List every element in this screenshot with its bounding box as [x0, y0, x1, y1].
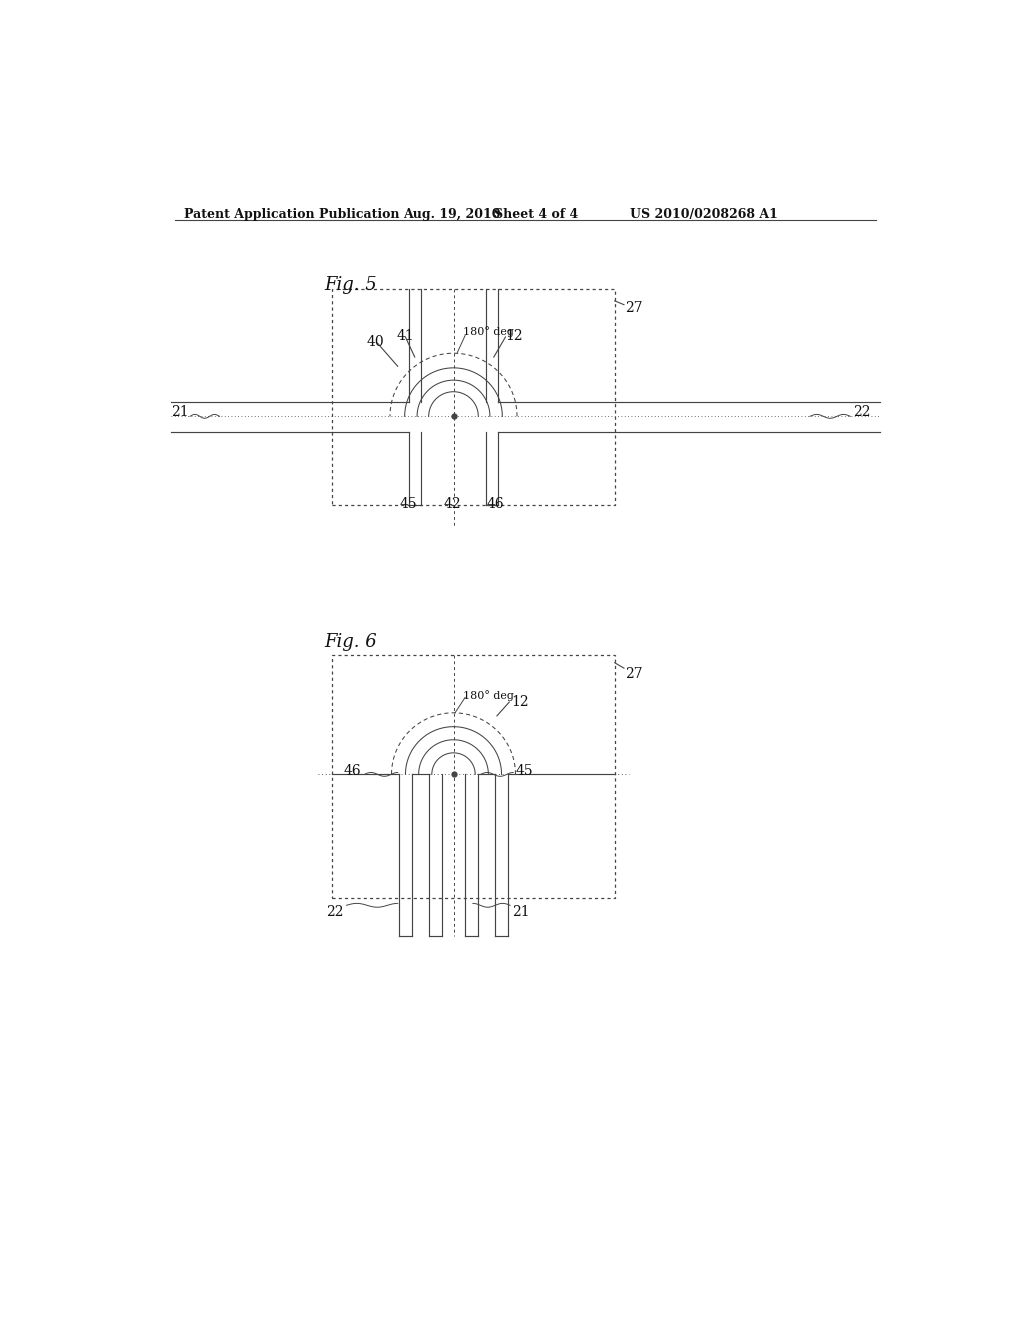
Text: US 2010/0208268 A1: US 2010/0208268 A1 — [630, 209, 778, 222]
Text: Fig. 6: Fig. 6 — [324, 634, 377, 652]
Bar — [332, 289, 614, 506]
Text: 27: 27 — [626, 667, 643, 681]
Text: 12: 12 — [511, 696, 528, 709]
Text: 27: 27 — [626, 301, 643, 315]
Text: Sheet 4 of 4: Sheet 4 of 4 — [494, 209, 579, 222]
Text: 45: 45 — [399, 498, 417, 511]
Text: 12: 12 — [506, 330, 523, 343]
Bar — [332, 655, 614, 898]
Text: 22: 22 — [326, 906, 343, 919]
Text: Patent Application Publication: Patent Application Publication — [183, 209, 399, 222]
Text: 22: 22 — [853, 405, 870, 420]
Text: 21: 21 — [512, 906, 529, 919]
Text: 45: 45 — [515, 764, 534, 779]
Text: 42: 42 — [443, 498, 461, 511]
Text: Aug. 19, 2010: Aug. 19, 2010 — [403, 209, 501, 222]
Text: 41: 41 — [397, 330, 415, 343]
Text: 46: 46 — [486, 498, 505, 511]
Text: Fig. 5: Fig. 5 — [324, 276, 377, 294]
Text: 21: 21 — [171, 405, 188, 420]
Text: 46: 46 — [343, 764, 361, 779]
Text: 40: 40 — [367, 335, 384, 350]
Text: 180° deg: 180° deg — [463, 689, 514, 701]
Text: 180° deg: 180° deg — [463, 326, 514, 337]
